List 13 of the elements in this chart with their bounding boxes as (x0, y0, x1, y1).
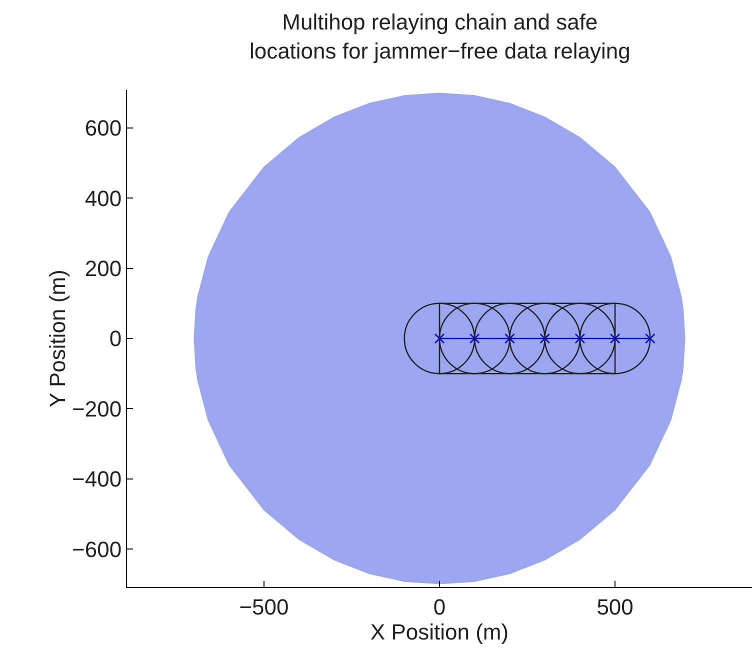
x-tick-label: 500 (596, 594, 634, 620)
y-tick-label: −400 (72, 466, 122, 492)
x-tick-label: 0 (433, 594, 446, 620)
chart-title: Multihop relaying chain and safe locations for jammer−free data relaying (249, 10, 630, 64)
y-tick-label: 600 (84, 116, 122, 141)
y-tick-label: −200 (72, 396, 122, 422)
x-axis-title: X Position (m) (370, 619, 509, 644)
y-tick-label: 400 (84, 186, 122, 211)
y-tick-label: −600 (72, 536, 122, 562)
y-tick-label: 0 (109, 326, 122, 352)
x-tick-label: −500 (239, 594, 289, 620)
y-tick-label: 200 (84, 256, 122, 281)
y-axis-title: Y Position (m) (45, 270, 70, 408)
